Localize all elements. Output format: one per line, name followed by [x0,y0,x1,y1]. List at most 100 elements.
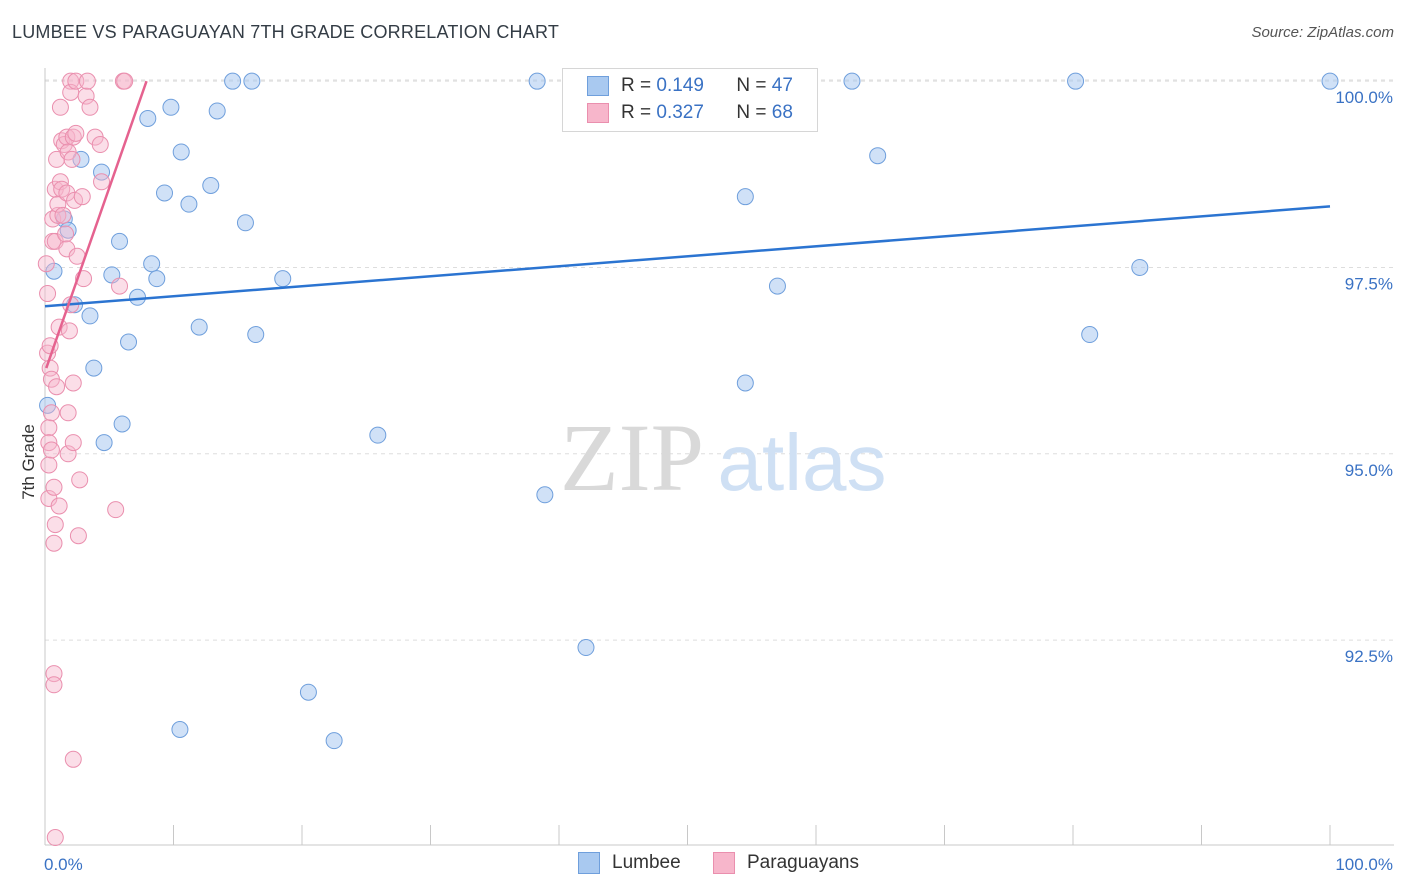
lumbee-point [143,255,161,273]
series-legend: Lumbee Paraguayans [0,852,1406,876]
paraguayans-point [58,128,76,146]
x-tick-label: 0.0% [44,855,83,874]
lumbee-point [224,72,242,90]
grid-lines [45,79,1394,641]
paraguayans-point [77,87,95,105]
lumbee-swatch [587,76,609,96]
watermark: ZIP atlas [560,404,886,511]
paraguayans-point [40,456,58,474]
lumbee-point [148,270,166,288]
y-tick-label: 100.0% [1335,88,1393,107]
lumbee-point [172,143,190,161]
paraguayans-point [116,72,134,90]
legend-label-paraguayans: Paraguayans [747,852,859,873]
legend-r-label: R = [621,75,657,96]
lumbee-point [202,177,220,195]
y-tick-labels: 92.5% 95.0% 97.5% 100.0% [1335,88,1393,666]
paraguayans-point [64,434,82,452]
lumbee-point [95,434,113,452]
axes [44,68,1394,846]
stats-legend: R = 0.149 N = 47 R = 0.327 N = 68 [562,68,818,132]
lumbee-point [93,163,111,181]
lumbee-point [81,307,99,325]
lumbee-point [247,326,265,344]
paraguayans-point [73,188,91,206]
lumbee-point [243,72,261,90]
paraguayans-point [78,72,96,90]
paraguayans-point [111,277,129,295]
lumbee-point [111,232,129,250]
lumbee-point [369,426,387,444]
lumbee-point [156,184,174,202]
lumbee-point [1081,326,1099,344]
legend-item-paraguayans[interactable]: Paraguayans [713,852,859,874]
legend-r-value: 0.327 [656,102,704,123]
lumbee-point [139,109,157,127]
paraguayans-legend-swatch [713,852,735,874]
paraguayans-point [67,72,85,90]
paraguayans-point [46,516,64,534]
lumbee-point [325,732,343,750]
legend-r-value: 0.149 [656,75,704,96]
lumbee-point [736,188,754,206]
paraguayans-point [48,378,66,396]
lumbee-point [190,318,208,336]
paraguayans-point [63,150,81,168]
paraguayans-point [42,404,60,422]
watermark-atlas: atlas [718,418,887,507]
paraguayans-point [64,374,82,392]
lumbee-point [113,415,131,433]
chart-title: LUMBEE VS PARAGUAYAN 7TH GRADE CORRELATI… [12,22,560,42]
paraguayans-point [64,750,82,768]
lumbee-point [129,288,147,306]
legend-row-paraguayans: R = 0.327 N = 68 [587,101,793,125]
paraguayans-point [93,173,111,191]
lumbee-point [768,277,786,295]
lumbee-point [536,486,554,504]
lumbee-point [72,150,90,168]
paraguayans-point [69,527,87,545]
y-axis-label: 7th Grade [19,424,38,500]
paraguayans-point [60,322,78,340]
lumbee-point [869,147,887,165]
paraguayans-point [40,419,58,437]
paraguayans-point [107,501,125,519]
legend-label-lumbee: Lumbee [612,852,681,873]
paraguayans-point [59,404,77,422]
paraguayans-point [71,471,89,489]
paraguayans-point [66,191,84,209]
lumbee-trend-line [44,205,1331,308]
y-tick-label: 97.5% [1345,274,1393,293]
paraguayans-points [37,72,134,847]
lumbee-point [736,374,754,392]
paraguayans-point [59,445,77,463]
lumbee-point [274,270,292,288]
legend-n-value: 47 [771,75,793,96]
legend-n-label: N = [736,102,772,123]
lumbee-point [577,639,595,657]
legend-n-label: N = [736,75,772,96]
lumbee-point [162,98,180,116]
lumbee-point [85,359,103,377]
paraguayans-point [45,676,63,694]
legend-item-lumbee[interactable]: Lumbee [578,852,681,874]
lumbee-point [843,72,861,90]
lumbee-point [120,333,138,351]
lumbee-points [39,72,1339,750]
paraguayans-point [57,225,75,243]
paraguayans-point [39,285,57,303]
lumbee-point [208,102,226,120]
paraguayans-trend-line [45,80,148,369]
watermark-zip: ZIP [560,404,704,511]
paraguayans-point [54,206,72,224]
legend-n-value: 68 [771,102,793,123]
lumbee-point [1321,72,1339,90]
y-tick-label: 92.5% [1345,647,1393,666]
paraguayans-point [42,441,60,459]
lumbee-point [236,214,254,232]
lumbee-legend-swatch [578,852,600,874]
legend-r-label: R = [621,102,657,123]
lumbee-point [299,683,317,701]
lumbee-point [180,195,198,213]
